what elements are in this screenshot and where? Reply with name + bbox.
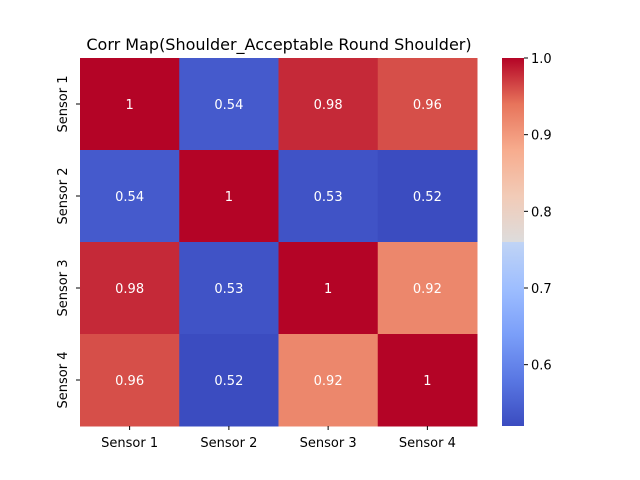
heatmap-cell [179, 242, 279, 335]
x-tick-label: Sensor 2 [200, 436, 257, 451]
cell-annotation: 0.98 [314, 98, 343, 113]
colorbar-tick-label: 0.7 [531, 282, 552, 297]
heatmap-cell [278, 242, 379, 335]
heatmap-cell [377, 58, 478, 151]
cell-annotation: 0.53 [314, 190, 343, 205]
y-tick-label: Sensor 3 [56, 260, 71, 317]
y-axis: Sensor 1 Sensor 2 Sensor 3 Sensor 4 [56, 76, 80, 409]
heatmap-cell [80, 150, 180, 243]
heatmap-cell [80, 242, 180, 335]
cell-annotation: 0.96 [115, 374, 144, 389]
x-tick-label: Sensor 3 [300, 436, 357, 451]
heatmap-cell [278, 58, 379, 151]
cell-annotation: 0.54 [115, 190, 144, 205]
heatmap-cell [80, 58, 180, 151]
cell-annotation: 0.53 [214, 282, 243, 297]
cell-annotation: 1 [423, 374, 431, 389]
cell-annotation: 0.52 [413, 190, 442, 205]
colorbar-tick-label: 0.8 [531, 205, 552, 220]
chart-title: Corr Map(Shoulder_Acceptable Round Shoul… [86, 35, 471, 55]
heatmap-cell [179, 150, 279, 243]
x-tick-label: Sensor 4 [399, 436, 456, 451]
colorbar-tick-label: 0.9 [531, 129, 552, 144]
heatmap-cell [377, 150, 478, 243]
y-tick-label: Sensor 4 [56, 352, 71, 409]
heatmap-cell [278, 334, 379, 427]
heatmap-cell [179, 58, 279, 151]
colorbar-gradient [502, 58, 524, 426]
heatmap-cell [278, 150, 379, 243]
heatmap-cell [179, 334, 279, 427]
cell-annotation: 1 [225, 190, 233, 205]
y-tick-label: Sensor 1 [56, 76, 71, 133]
cell-annotation: 0.96 [413, 98, 442, 113]
cell-annotation: 1 [324, 282, 332, 297]
heatmap-cell [377, 334, 478, 427]
cell-annotation: 0.52 [214, 374, 243, 389]
heatmap-cells: 1 0.54 0.98 0.96 0.54 1 0.53 0.52 0.98 0.53 1 0.92 0… [80, 58, 478, 427]
cell-annotation: 0.92 [413, 282, 442, 297]
colorbar-tick-label: 0.6 [531, 359, 552, 374]
cell-annotation: 0.54 [214, 98, 243, 113]
x-axis: Sensor 1 Sensor 2 Sensor 3 Sensor 4 [101, 426, 456, 451]
x-tick-label: Sensor 1 [101, 436, 158, 451]
y-tick-label: Sensor 2 [56, 168, 71, 225]
heatmap-cell [80, 334, 180, 427]
colorbar-tick-label: 1.0 [531, 52, 552, 67]
heatmap-cell [377, 242, 478, 335]
cell-annotation: 0.98 [115, 282, 144, 297]
cell-annotation: 1 [125, 98, 133, 113]
colorbar: 0.6 0.7 0.8 0.9 1.0 [502, 52, 552, 426]
cell-annotation: 0.92 [314, 374, 343, 389]
